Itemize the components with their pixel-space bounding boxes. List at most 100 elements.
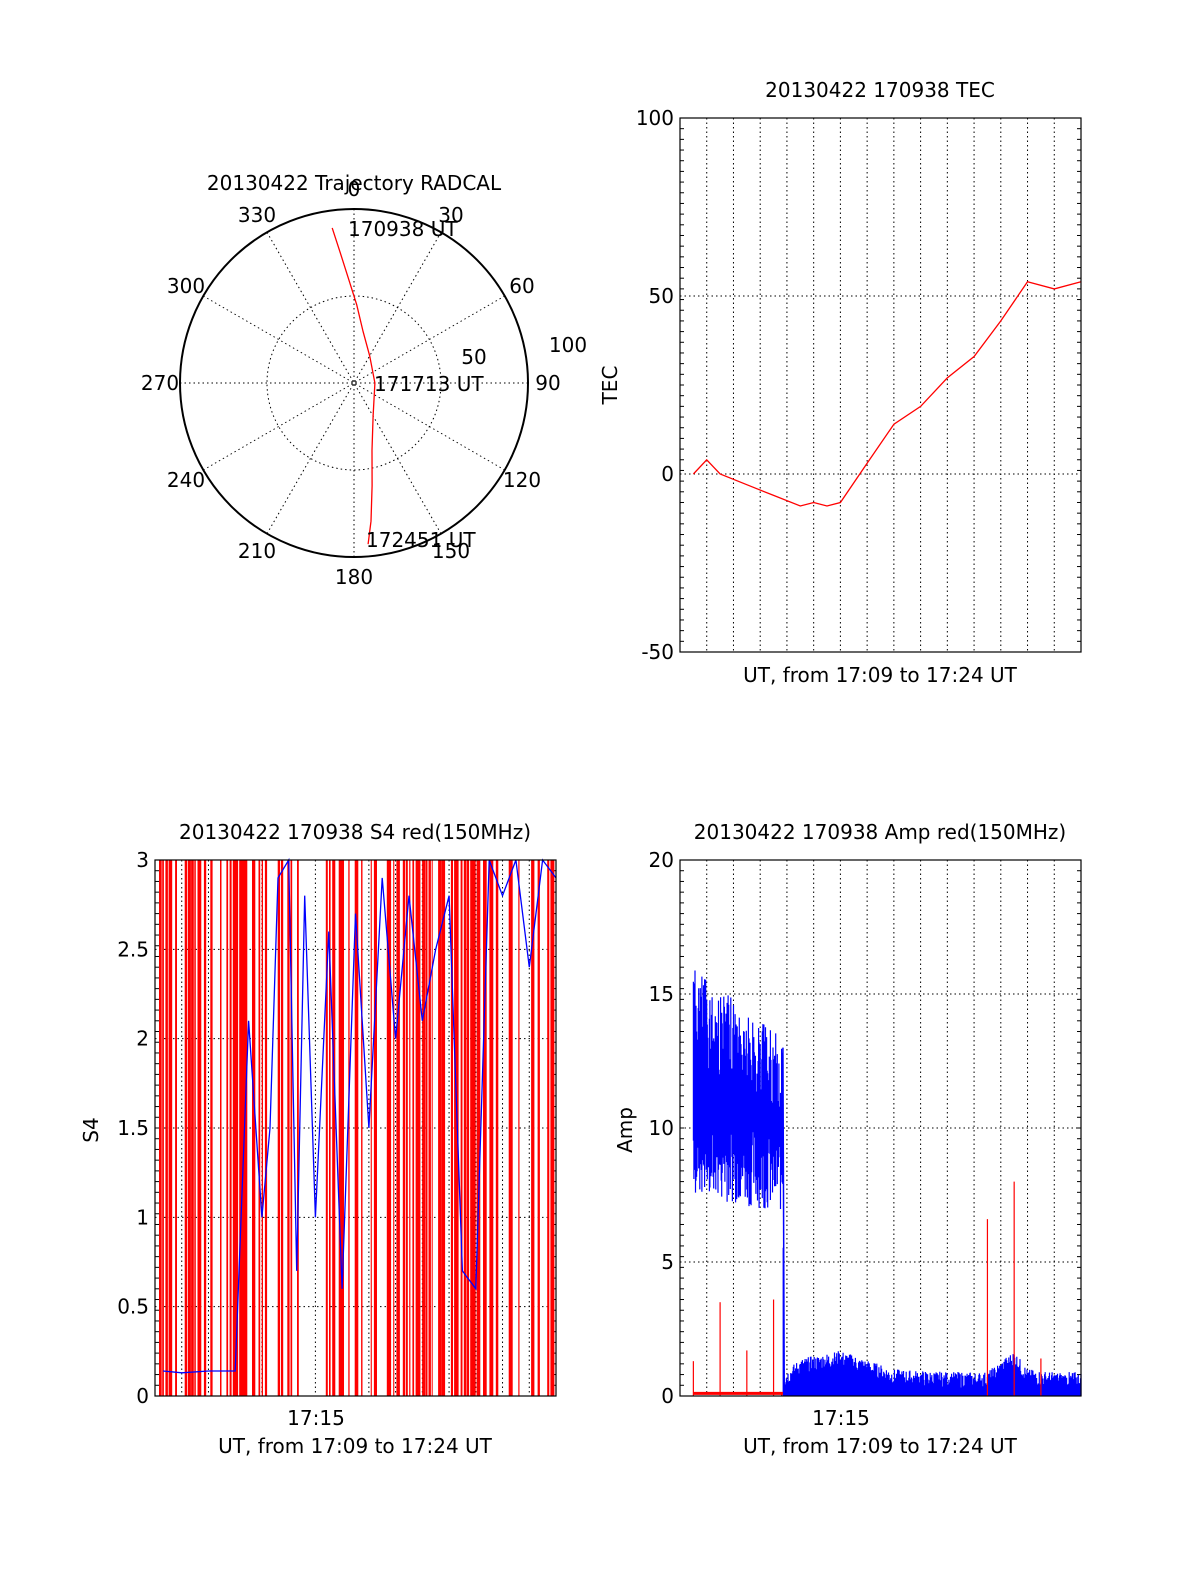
s4-red-spike	[229, 860, 232, 1396]
s4-red-spike	[191, 860, 194, 1396]
polar-title: 20130422 Trajectory RADCAL	[207, 171, 502, 195]
s4-red-spike	[518, 860, 520, 1396]
polar-angle-label: 180	[335, 565, 373, 589]
s4-ytick-label: 0	[136, 1384, 149, 1408]
amp-ytick-label: 10	[649, 1116, 674, 1140]
s4-red-spike	[203, 860, 207, 1396]
polar-annotation-mid: 171713 UT	[374, 372, 484, 396]
s4-red-spike	[165, 860, 168, 1396]
s4-red-spike	[297, 860, 299, 1396]
amp-y-tick-labels: 0 5 10 15 20	[649, 848, 674, 1408]
polar-angle-label: 150	[432, 539, 470, 563]
s4-red-spike	[402, 860, 406, 1396]
s4-red-spike	[210, 860, 213, 1396]
polar-outer-circle	[179, 208, 529, 558]
polar-angle-label: 300	[167, 274, 205, 298]
s4-red-spike	[463, 860, 467, 1396]
s4-red-spike	[348, 860, 350, 1396]
amp-ytick-label: 20	[649, 848, 674, 872]
s4-red-spike	[184, 860, 188, 1396]
polar-angle-label: 240	[167, 468, 205, 492]
polar-annotation-end: 172451 UT	[366, 528, 476, 552]
polar-grid	[180, 209, 528, 557]
s4-red-spike	[197, 860, 202, 1396]
s4-red-spike	[457, 860, 459, 1396]
s4-red-spike	[476, 860, 481, 1396]
tec-series-line	[692, 281, 1082, 507]
s4-red-spike	[373, 860, 377, 1396]
s4-red-spike	[495, 860, 499, 1396]
s4-red-spike	[454, 860, 458, 1396]
amp-ylabel: Amp	[613, 1107, 637, 1153]
s4-red-spike	[450, 860, 453, 1396]
tec-plot-frame	[679, 117, 1082, 653]
amp-blue-series-line	[692, 970, 1082, 1396]
s4-red-spike	[386, 860, 391, 1396]
s4-red-spike	[329, 860, 331, 1396]
s4-red-spike	[354, 860, 359, 1396]
tec-panel: 20130422 170938 TEC -50 0 50 100 TEC UT, fr…	[598, 78, 1082, 687]
s4-red-spike	[168, 860, 173, 1396]
s4-ytick-label: 1.5	[117, 1116, 149, 1140]
s4-red-spike	[537, 860, 540, 1396]
s4-red-spike	[406, 860, 408, 1396]
s4-red-spike	[460, 860, 463, 1396]
s4-red-spike	[175, 860, 177, 1396]
s4-red-spike	[287, 860, 290, 1396]
s4-red-spike	[428, 860, 431, 1396]
s4-red-spike	[508, 860, 513, 1396]
polar-angle-labels: 0 30 60 90 120 150 180 210 240 270 300 330	[141, 177, 561, 589]
amp-xtick-1715: 17:15	[812, 1406, 870, 1430]
s4-ylabel: S4	[79, 1117, 103, 1142]
polar-angle-label: 210	[238, 539, 276, 563]
s4-red-series	[159, 860, 555, 1396]
polar-angle-label: 270	[141, 371, 179, 395]
polar-angle-label: 120	[503, 468, 541, 492]
s4-ytick-label: 3	[136, 848, 149, 872]
s4-red-spike	[390, 860, 392, 1396]
s4-red-spike	[252, 860, 256, 1396]
s4-red-spike	[396, 860, 400, 1396]
s4-red-spike	[409, 860, 411, 1396]
s4-red-spike	[473, 860, 476, 1396]
s4-red-spike	[239, 860, 243, 1396]
tec-ytick-label: -50	[641, 640, 674, 664]
s4-red-spike	[338, 860, 343, 1396]
s4-red-spike	[277, 860, 280, 1396]
tec-ylabel: TEC	[598, 366, 622, 406]
polar-radius-label-100: 100	[549, 333, 587, 357]
s4-ytick-label: 0.5	[117, 1295, 149, 1319]
s4-red-spike	[422, 860, 425, 1396]
tec-title: 20130422 170938 TEC	[765, 78, 995, 102]
s4-red-spike	[162, 860, 164, 1396]
s4-ytick-label: 2.5	[117, 937, 149, 961]
polar-angle-label: 0	[348, 177, 361, 201]
tec-ytick-label: 100	[636, 106, 674, 130]
s4-y-tick-labels: 0 0.5 1 1.5 2 2.5 3	[117, 848, 149, 1408]
polar-panel: 20130422 Trajectory RADCAL 0 30 60 90 120 150…	[141, 171, 587, 589]
s4-red-spike	[489, 860, 494, 1396]
amp-blue-drop	[782, 1047, 786, 1391]
amp-xlabel: UT, from 17:09 to 17:24 UT	[743, 1434, 1018, 1458]
amp-blue-series	[692, 970, 1082, 1396]
s4-ytick-label: 1	[136, 1205, 149, 1229]
amp-ytick-label: 5	[661, 1250, 674, 1274]
s4-red-spike	[415, 860, 419, 1396]
amp-red-series	[692, 1181, 1042, 1396]
s4-red-spike	[418, 860, 421, 1396]
s4-red-spike	[220, 860, 222, 1396]
s4-red-spike	[325, 860, 328, 1396]
polar-trajectory-line	[331, 227, 376, 545]
tec-ytick-label: 50	[649, 284, 674, 308]
s4-red-spike	[232, 860, 237, 1396]
s4-red-spike	[264, 860, 268, 1396]
amp-panel: 20130422 170938 Amp red(150MHz) 0 5 10 15 20…	[613, 820, 1082, 1458]
s4-red-spike	[425, 860, 428, 1396]
s4-plot-frame	[154, 859, 557, 1397]
polar-angle-label: 90	[535, 371, 560, 395]
s4-red-spike	[261, 860, 263, 1396]
amp-plot-frame	[679, 859, 1082, 1397]
s4-red-spike	[194, 860, 196, 1396]
amp-grid	[680, 860, 1081, 1396]
amp-ytick-label: 0	[661, 1384, 674, 1408]
